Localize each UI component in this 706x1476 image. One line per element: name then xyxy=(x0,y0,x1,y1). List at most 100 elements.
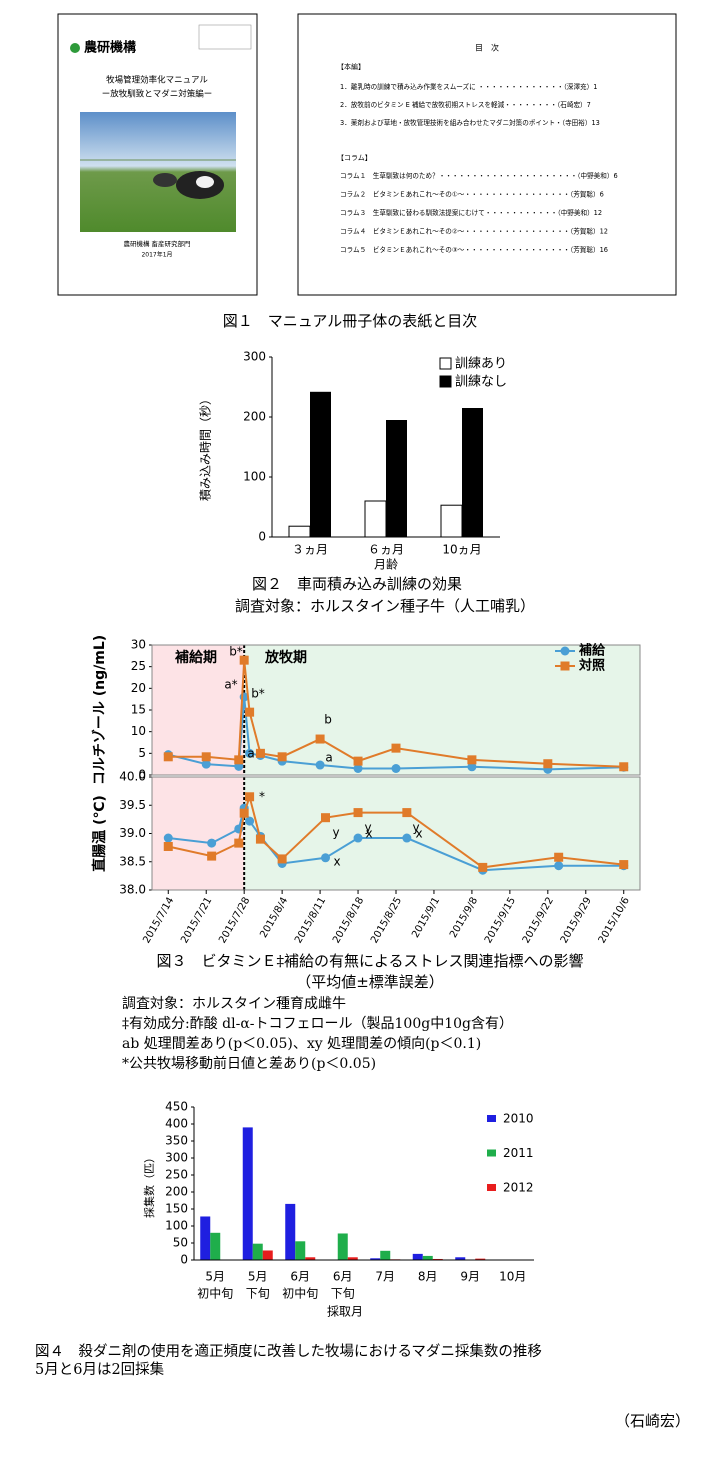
figure-caption: 図４ 殺ダニ剤の使用を適正頻度に改善した牧場におけるマダニ採集数の推移 xyxy=(35,1342,542,1360)
legend-swatch xyxy=(487,1149,496,1157)
y-axis-label: コルチゾール (ng/mL) xyxy=(91,635,108,785)
bar xyxy=(242,1127,253,1260)
marker xyxy=(239,655,249,665)
legend-label: 2010 xyxy=(503,1112,534,1126)
figure-note: ‡有効成分:酢酸 dl-α-トコフェロール（製品100g中10g含有） xyxy=(122,1016,513,1032)
marker xyxy=(402,833,412,843)
bar xyxy=(412,1253,423,1260)
x-tick-label: 8月 xyxy=(418,1270,438,1284)
x-tick-label: 2015/8/18 xyxy=(331,896,366,946)
annotation: b* xyxy=(251,687,265,701)
annotation: a xyxy=(325,751,332,765)
x-tick-label: 2015/7/28 xyxy=(217,896,252,946)
figure-caption: 調査対象：ホルスタイン種子牛（人工哺乳） xyxy=(235,597,535,615)
marker xyxy=(554,852,564,862)
annotation: a xyxy=(247,747,254,761)
x-tick-label: 2015/9/1 xyxy=(410,896,442,940)
x-tick-label: 2015/9/8 xyxy=(448,896,480,940)
x-tick-label: 6月 xyxy=(333,1270,353,1284)
toc-item: 3．薬剤および草地・放牧管理技術を組み合わせたマダニ対策のポイント・（寺田裕）1… xyxy=(340,118,600,127)
x-tick-label: 2015/9/29 xyxy=(559,896,594,946)
marker xyxy=(239,808,249,818)
x-tick-label: 下旬 xyxy=(331,1287,355,1301)
marker xyxy=(245,707,255,717)
x-tick-label: 2015/8/4 xyxy=(258,896,290,940)
bar xyxy=(455,1257,466,1260)
bar xyxy=(295,1241,306,1260)
bar xyxy=(370,1258,381,1260)
toc-item: コラム５ ビタミンＥあれこれ～その③～・・・・・・・・・・・・・・・・（芳賀聡）… xyxy=(340,245,608,254)
annotation: b* xyxy=(229,645,243,659)
x-tick-label: 2015/7/21 xyxy=(179,896,214,946)
figure-caption: 図３ ビタミンＥ‡補給の有無によるストレス関連指標への影響 xyxy=(156,952,583,970)
x-tick-label: 下旬 xyxy=(246,1287,270,1301)
y-tick-label: 150 xyxy=(165,1202,188,1216)
marker xyxy=(554,861,564,871)
x-tick-label: 6月 xyxy=(290,1270,310,1284)
x-tick-label: 2015/10/6 xyxy=(597,896,632,946)
y-tick-label: 25 xyxy=(131,659,146,673)
y-tick-label: 5 xyxy=(138,746,146,760)
cover-publisher: 農研機構 畜産研究部門 xyxy=(123,239,190,248)
marker xyxy=(245,816,255,826)
marker xyxy=(245,792,255,802)
cow xyxy=(153,173,177,187)
marker xyxy=(315,760,325,770)
y-tick-label: 39.5 xyxy=(119,798,146,812)
legend-swatch xyxy=(487,1184,496,1191)
marker xyxy=(321,813,331,823)
toc-item: コラム４ ビタミンＥあれこれ～その②～・・・・・・・・・・・・・・・・（芳賀聡）… xyxy=(340,227,608,236)
annotation: x xyxy=(365,827,372,841)
cover-subtitle: ー放牧馴致とマダニ対策編ー xyxy=(102,89,213,100)
bar xyxy=(288,525,311,538)
marker xyxy=(163,752,173,762)
marker xyxy=(234,755,244,765)
legend-label: 補給 xyxy=(578,643,606,659)
y-tick-label: 50 xyxy=(173,1236,188,1250)
bar xyxy=(475,1258,486,1260)
toc-section: 【コラム】 xyxy=(337,154,372,162)
marker xyxy=(353,756,363,766)
marker xyxy=(321,853,331,863)
marker xyxy=(619,860,629,870)
marker xyxy=(467,762,477,772)
y-tick-label: 40.0 xyxy=(119,770,146,784)
y-tick-label: 38.0 xyxy=(119,883,146,897)
marker xyxy=(353,833,363,843)
figure-caption: 図１ マニュアル冊子体の表紙と目次 xyxy=(223,312,478,330)
marker xyxy=(478,862,488,872)
marker xyxy=(402,808,412,818)
x-tick-label: 9月 xyxy=(460,1270,480,1284)
marker xyxy=(619,762,629,772)
toc-section: 【本編】 xyxy=(337,62,365,71)
y-tick-label: 39.0 xyxy=(119,826,146,840)
x-axis-label: 採取月 xyxy=(327,1305,363,1319)
period-band xyxy=(244,777,640,890)
x-tick-label: 初中旬 xyxy=(282,1286,318,1301)
cover-stamp xyxy=(198,24,252,50)
marker xyxy=(543,759,553,769)
y-tick-label: 200 xyxy=(243,410,266,424)
legend-swatch xyxy=(439,375,452,388)
marker xyxy=(277,854,287,864)
annotation: y xyxy=(412,821,419,835)
annotation: y xyxy=(332,826,339,840)
figure-note: ab 処理間差あり(p＜0.05)、xy 処理間差の傾向(p＜0.1) xyxy=(122,1036,481,1052)
y-tick-label: 0 xyxy=(258,530,266,544)
y-tick-label: 30 xyxy=(131,638,146,652)
legend-marker xyxy=(560,661,570,671)
bar xyxy=(462,408,483,537)
y-axis-label: 直腸温 (℃) xyxy=(91,795,108,872)
y-tick-label: 15 xyxy=(131,703,146,717)
legend-label: 2011 xyxy=(503,1146,534,1160)
bar xyxy=(440,504,463,538)
bar xyxy=(252,1243,263,1260)
figure-note: *公共牧場移動前日値と差あり(p＜0.05) xyxy=(122,1055,376,1072)
bar xyxy=(432,1258,443,1260)
toc-item: 2．放牧前のビタミン E 補給で放牧初期ストレスを軽減・・・・・・・・（石崎宏）… xyxy=(340,100,591,109)
toc-item: コラム２ ビタミンＥあれこれ～その①～・・・・・・・・・・・・・・・・（芳賀聡）… xyxy=(340,190,604,199)
bar xyxy=(422,1255,433,1260)
y-tick-label: 400 xyxy=(165,1117,188,1131)
y-tick-label: 10 xyxy=(131,724,146,738)
bar xyxy=(380,1250,391,1260)
